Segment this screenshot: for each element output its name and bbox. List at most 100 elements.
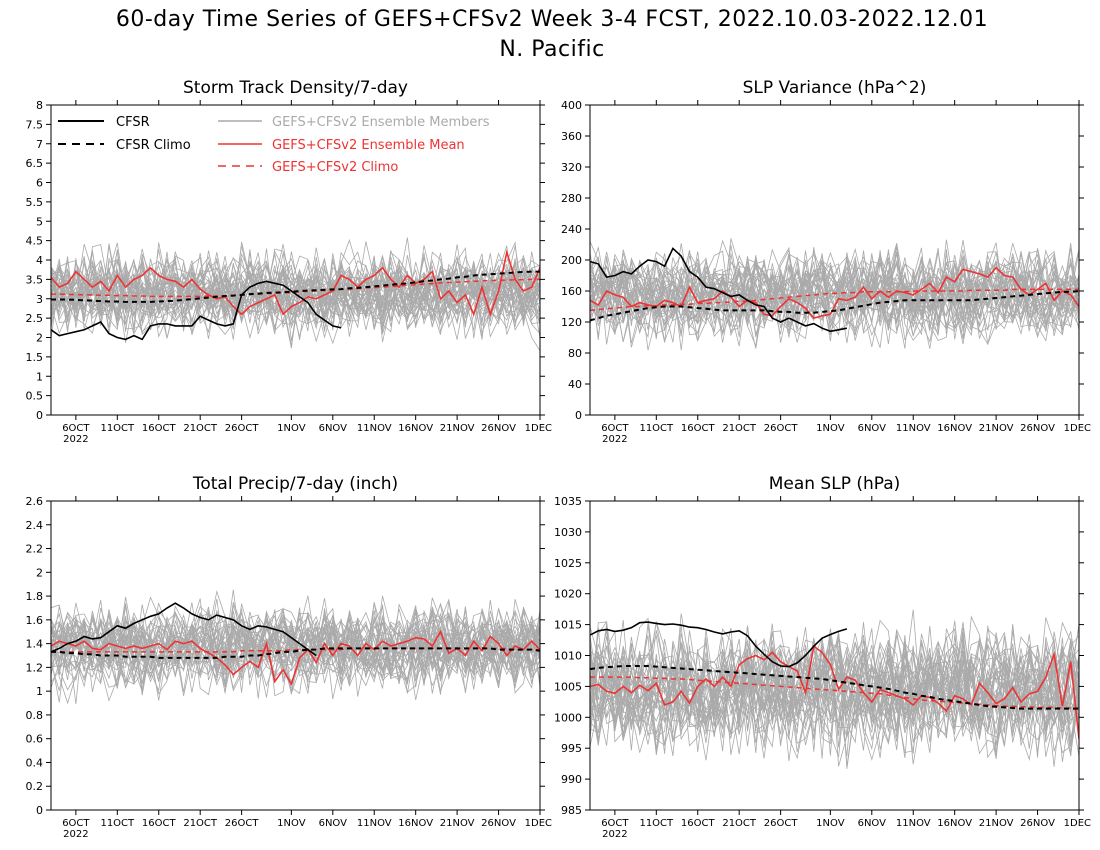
storm-track-density-xtick-label: 16NOV: [398, 423, 433, 434]
total-precip-year-label: 2022: [63, 829, 88, 840]
mean-slp-xtick-label: 1DEC: [1064, 818, 1091, 829]
total-precip-ytick-label: 0.2: [26, 780, 44, 793]
slp-variance-ens-climo-line: [590, 288, 1079, 312]
slp-variance-member-line: [590, 239, 1079, 347]
mean-slp-xtick-label: 26OCT: [764, 818, 799, 829]
mean-slp-member-line: [590, 625, 1079, 753]
total-precip-xtick-label: 1NOV: [277, 818, 306, 829]
slp-variance-xtick-label: 6OCT: [601, 423, 629, 434]
slp-variance-year-label: 2022: [602, 434, 627, 445]
mean-slp-cfsr-climo-line: [590, 665, 1079, 710]
legend-members-label: GEFS+CFSv2 Ensemble Members: [272, 115, 490, 130]
total-precip-ytick-label: 2.6: [26, 495, 44, 508]
total-precip-xtick-label: 16OCT: [142, 818, 177, 829]
slp-variance-ytick-label: 240: [561, 223, 582, 236]
storm-track-density-member-line: [51, 248, 540, 345]
total-precip-member-line: [51, 609, 540, 693]
total-precip-ytick-label: 1.6: [26, 614, 44, 627]
total-precip-xtick-label: 6OCT: [62, 818, 90, 829]
figure-title: 60-day Time Series of GEFS+CFSv2 Week 3-…: [116, 7, 988, 32]
mean-slp-ytick-label: 1000: [554, 711, 582, 724]
slp-variance-member-line: [590, 239, 1079, 341]
storm-track-density-ytick-label: 5.5: [26, 196, 44, 209]
total-precip-xtick-label: 6NOV: [319, 818, 348, 829]
total-precip-member-line: [51, 598, 540, 685]
storm-track-density-xtick-label: 16OCT: [142, 423, 177, 434]
slp-variance-xtick-label: 26OCT: [764, 423, 799, 434]
total-precip-xtick-label: 26NOV: [481, 818, 516, 829]
storm-track-density-ytick-label: 8: [36, 99, 43, 112]
total-precip-ytick-label: 0: [36, 804, 43, 817]
mean-slp-xtick-label: 16NOV: [937, 818, 972, 829]
mean-slp-xtick-label: 21NOV: [979, 818, 1014, 829]
storm-track-density-ytick-label: 4: [36, 254, 43, 267]
total-precip-cfsr-climo-line: [51, 647, 540, 659]
mean-slp-cfsr-line: [590, 621, 848, 668]
storm-track-density-ytick-label: 2: [36, 332, 43, 345]
storm-track-density-xtick-label: 1DEC: [525, 423, 552, 434]
mean-slp-ytick-label: 1010: [554, 650, 582, 663]
slp-variance-panel: SLP Variance (hPa^2) 0 40 80 120 160 200 240 280…: [561, 78, 1091, 445]
slp-variance-member-line: [590, 249, 1079, 335]
mean-slp-panel: Mean SLP (hPa) 985 990 995 1000 1005 1010 1015 1…: [554, 474, 1091, 840]
figure-subtitle: N. Pacific: [499, 37, 604, 62]
slp-variance-xtick-label: 11NOV: [896, 423, 931, 434]
slp-variance-ytick-label: 160: [561, 285, 582, 298]
chart-legend: CFSR CFSR Climo GEFS+CFSv2 Ensemble Memb…: [58, 115, 490, 175]
mean-slp-ytick-label: 990: [561, 773, 582, 786]
storm-track-density-xtick-label: 1NOV: [277, 423, 306, 434]
mean-slp-xtick-label: 6NOV: [858, 818, 887, 829]
storm-track-density-ytick-label: 4.5: [26, 235, 44, 248]
mean-slp-member-line: [590, 619, 1079, 741]
mean-slp-ytick-label: 985: [561, 804, 582, 817]
storm-track-density-title: Storm Track Density/7-day: [183, 78, 408, 98]
slp-variance-xtick-label: 21OCT: [722, 423, 757, 434]
slp-variance-ytick-label: 40: [568, 378, 582, 391]
mean-slp-ytick-label: 1020: [554, 588, 582, 601]
slp-variance-member-line: [590, 246, 1079, 351]
storm-track-density-ytick-label: 6.5: [26, 157, 44, 170]
legend-cfsr-label: CFSR: [116, 115, 150, 130]
mean-slp-ens-mean-line: [590, 644, 1079, 739]
slp-variance-ytick-label: 200: [561, 254, 582, 267]
mean-slp-ytick-label: 1005: [554, 680, 582, 693]
storm-track-density-ytick-label: 2.5: [26, 312, 44, 325]
mean-slp-xtick-label: 6OCT: [601, 818, 629, 829]
mean-slp-ytick-label: 1030: [554, 526, 582, 539]
slp-variance-member-line: [590, 250, 1079, 338]
storm-track-density-xtick-label: 21NOV: [440, 423, 475, 434]
slp-variance-series-group: [590, 238, 1079, 351]
storm-track-density-xtick-label: 6OCT: [62, 423, 90, 434]
slp-variance-cfsr-line: [590, 247, 848, 333]
mean-slp-xtick-label: 11OCT: [639, 818, 674, 829]
slp-variance-member-line: [590, 250, 1079, 335]
slp-variance-cfsr-climo-line: [590, 290, 1079, 322]
mean-slp-title: Mean SLP (hPa): [769, 474, 901, 494]
legend-ens-climo-label: GEFS+CFSv2 Climo: [272, 160, 398, 175]
storm-track-density-ens-mean-line: [51, 249, 540, 317]
slp-variance-xtick-label: 1DEC: [1064, 423, 1091, 434]
storm-track-density-ytick-label: 1.5: [26, 351, 44, 364]
slp-variance-member-line: [590, 247, 1079, 349]
slp-variance-ytick-label: 120: [561, 316, 582, 329]
total-precip-ytick-label: 0.4: [26, 756, 44, 769]
total-precip-ytick-label: 0.8: [26, 709, 44, 722]
storm-track-density-xtick-label: 26NOV: [481, 423, 516, 434]
total-precip-member-line: [51, 589, 540, 705]
storm-track-density-cfsr-climo-line: [51, 270, 540, 303]
storm-track-density-panel: Storm Track Density/7-day 0 0.5 1 1.5 2 2.5 3 3.…: [26, 78, 553, 445]
total-precip-ytick-label: 1.8: [26, 590, 44, 603]
total-precip-ytick-label: 2.4: [26, 519, 44, 532]
total-precip-member-line: [51, 613, 540, 685]
total-precip-ens-mean-line: [51, 629, 540, 686]
slp-variance-xtick-label: 21NOV: [979, 423, 1014, 434]
slp-variance-member-line: [590, 246, 1079, 343]
total-precip-member-line: [51, 614, 540, 690]
total-precip-panel: Total Precip/7-day (inch)00.20.40.60.811…: [26, 474, 553, 840]
slp-variance-title: SLP Variance (hPa^2): [743, 78, 927, 98]
mean-slp-year-label: 2022: [602, 829, 627, 840]
slp-variance-xtick-label: 26NOV: [1020, 423, 1055, 434]
total-precip-xtick-label: 11OCT: [100, 818, 135, 829]
mean-slp-ytick-label: 1035: [554, 495, 582, 508]
